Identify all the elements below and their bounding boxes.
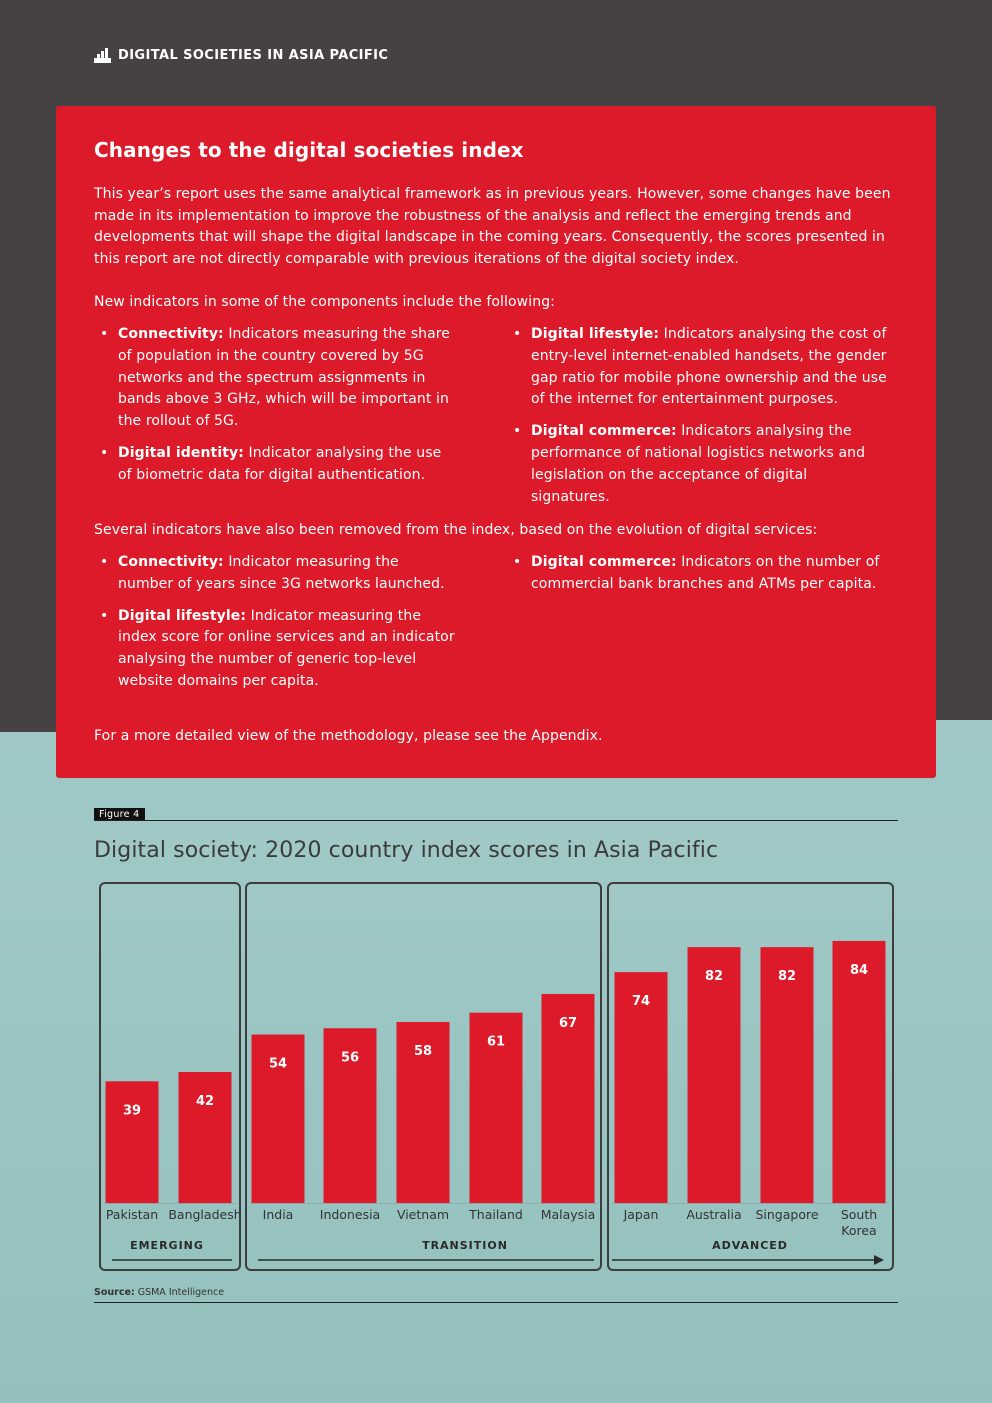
group-label: TRANSITION bbox=[422, 1239, 508, 1252]
bar bbox=[541, 993, 595, 1203]
bar bbox=[105, 1081, 159, 1203]
box-title: Changes to the digital societies index bbox=[94, 138, 524, 162]
tick-label: Australia bbox=[686, 1207, 741, 1222]
list-item: • Digital commerce: Indicators analysing … bbox=[513, 423, 866, 505]
data-label: 82 bbox=[705, 969, 723, 984]
figure-tag: Figure 4 bbox=[94, 808, 146, 821]
figure-source: Source: GSMA Intelligence bbox=[94, 1287, 225, 1298]
bar bbox=[469, 1012, 523, 1203]
bar bbox=[178, 1071, 232, 1203]
new-indicators-right: • Digital lifestyle: Indicators analysing… bbox=[507, 324, 887, 518]
removed-indicators-left: • Connectivity: Indicator measuring the n… bbox=[94, 552, 456, 703]
new-indicators-left: • Connectivity: Indicators measuring the … bbox=[94, 324, 454, 497]
data-label: 67 bbox=[559, 1016, 577, 1031]
arrow-icon bbox=[874, 1255, 884, 1265]
tick-label: Thailand bbox=[468, 1207, 523, 1222]
group-box bbox=[99, 882, 241, 1271]
tick-label: Malaysia bbox=[541, 1207, 596, 1222]
group-box bbox=[607, 882, 894, 1271]
report-logo-icon bbox=[94, 48, 111, 63]
figure-rule bbox=[94, 820, 898, 821]
list-item: • Connectivity: Indicator measuring the n… bbox=[100, 554, 445, 592]
bar bbox=[832, 940, 886, 1203]
data-label: 42 bbox=[196, 1094, 214, 1109]
list-item: • Digital commerce: Indicators on the num… bbox=[513, 554, 880, 592]
bar bbox=[760, 947, 814, 1203]
tick-label: Japan bbox=[623, 1207, 659, 1222]
group-label: ADVANCED bbox=[712, 1239, 788, 1252]
bar bbox=[396, 1022, 450, 1203]
list-item: • Digital lifestyle: Indicators analysing… bbox=[513, 326, 887, 408]
tick-label: Vietnam bbox=[397, 1207, 449, 1222]
tick-label: Indonesia bbox=[320, 1207, 380, 1222]
tick-label: Korea bbox=[841, 1223, 876, 1238]
box-intro: This year’s report uses the same analyti… bbox=[94, 186, 891, 267]
box-outro: For a more detailed view of the methodol… bbox=[94, 728, 603, 744]
bar bbox=[687, 947, 741, 1203]
data-label: 39 bbox=[123, 1103, 141, 1118]
bar bbox=[251, 1034, 305, 1203]
figure-title: Digital society: 2020 country index scor… bbox=[94, 838, 719, 863]
group-box bbox=[245, 882, 602, 1271]
page-header: DIGITAL SOCIETIES IN ASIA PACIFIC bbox=[94, 48, 388, 63]
data-label: 58 bbox=[414, 1044, 432, 1059]
source-rule bbox=[94, 1302, 898, 1303]
bar bbox=[323, 1028, 377, 1203]
data-label: 61 bbox=[487, 1035, 505, 1050]
bar bbox=[614, 972, 668, 1203]
tick-label: Pakistan bbox=[106, 1207, 158, 1222]
data-label: 84 bbox=[850, 963, 868, 978]
tick-label: India bbox=[263, 1207, 294, 1222]
data-label: 82 bbox=[778, 969, 796, 984]
tick-label: Singapore bbox=[755, 1207, 818, 1222]
data-label: 56 bbox=[341, 1050, 359, 1065]
list-item: • Digital identity: Indicator analysing t… bbox=[100, 444, 442, 483]
group-label: EMERGING bbox=[130, 1239, 204, 1252]
data-label: 74 bbox=[632, 994, 650, 1009]
info-box: Changes to the digital societies index T… bbox=[56, 106, 936, 778]
removed-indicators-intro: Several indicators have also been remove… bbox=[94, 522, 818, 538]
new-indicators-intro: New indicators in some of the components… bbox=[94, 294, 555, 310]
removed-indicators-right: • Digital commerce: Indicators on the num… bbox=[507, 552, 887, 606]
data-label: 54 bbox=[269, 1057, 287, 1072]
list-item: • Digital lifestyle: Indicator measuring … bbox=[100, 607, 455, 689]
tick-label: Bangladesh bbox=[168, 1207, 241, 1222]
tick-label: South bbox=[841, 1207, 877, 1222]
list-item: • Connectivity: Indicators measuring the … bbox=[100, 326, 451, 430]
header-title: DIGITAL SOCIETIES IN ASIA PACIFIC bbox=[118, 48, 389, 63]
